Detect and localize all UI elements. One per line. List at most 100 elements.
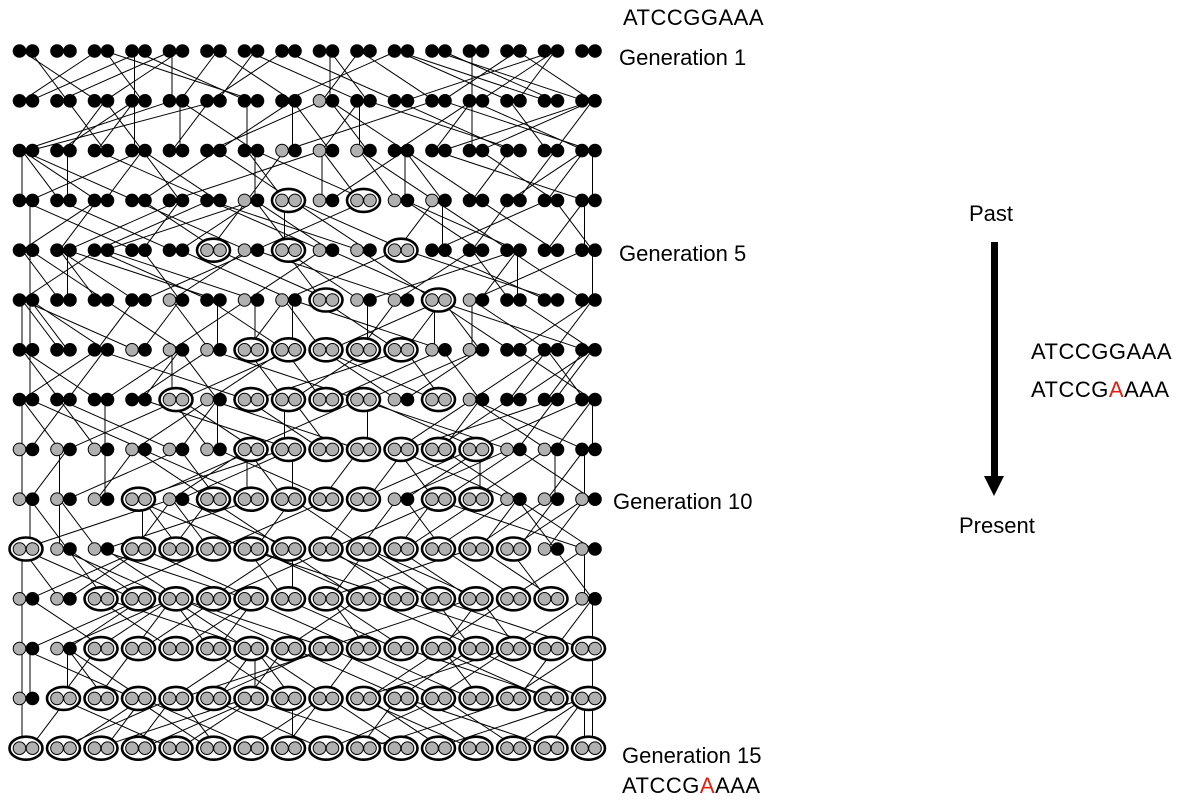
mutant-allele [500,741,514,756]
mutant-allele [288,691,302,706]
lineage-edge [67,100,106,151]
individual-g8-9 [308,386,344,413]
wildtype-allele [588,392,602,407]
lineage-edge [554,399,593,450]
present-sequence-prefix: ATCCG [622,773,700,798]
lineage-edge [554,548,593,600]
wildtype-allele [500,392,514,407]
individual-g1-9 [312,44,340,58]
mutant-allele [387,293,402,307]
individual-g1-15 [537,44,565,58]
wildtype-allele [550,243,565,257]
lineage-edge [21,299,135,351]
wildtype-allele [175,492,190,507]
individual-g5-2 [50,243,77,257]
lineage-edge [517,349,593,401]
individual-g3-3 [87,143,115,158]
individual-g9-7 [233,436,269,463]
individual-g13-8 [270,635,307,662]
mutant-allele [325,293,340,307]
individual-g13-4 [120,635,157,662]
wildtype-allele [475,343,490,357]
wildtype-allele [425,44,439,58]
individual-g5-16 [575,243,602,257]
wildtype-allele [175,94,190,108]
mutant-allele [475,641,490,656]
wildtype-allele [588,343,602,357]
mutant-allele [350,691,364,706]
mutant-allele [275,243,289,257]
mutant-allele [288,442,302,457]
lineage-edge [171,150,323,201]
mutant-allele [438,741,452,756]
mutant-allele [363,392,377,407]
wildtype-allele [513,343,527,357]
mutant-allele [63,691,77,706]
individual-g14-14 [495,685,532,712]
mutant-allele [462,343,477,357]
individual-g2-8 [275,94,302,108]
lineage-edge [21,648,135,699]
lineage-edge [171,299,248,351]
wildtype-allele [537,193,552,208]
mutant-allele [312,343,327,357]
wildtype-allele [288,44,302,58]
wildtype-allele [475,392,490,407]
individual-g7-1 [12,343,40,357]
wildtype-allele [12,243,27,257]
lineage-edge [104,299,181,351]
mutant-allele [363,492,377,507]
wildtype-allele [12,293,27,307]
lineage-edge [442,50,518,102]
wildtype-allele [588,44,602,58]
lineage-edge [509,249,585,301]
lineage-edge [471,399,585,450]
wildtype-allele [125,44,139,58]
individual-g5-3 [87,243,115,257]
lineage-edge [329,349,443,401]
mutant-allele [575,592,589,606]
individual-g10-3 [87,492,115,507]
individual-g8-1 [12,392,40,407]
mutant-allele [363,691,377,706]
lineage-edge [396,448,510,500]
lineage-edge [479,249,518,301]
individual-g1-16 [575,44,602,58]
lineage-edge [292,648,406,699]
wildtype-allele [400,492,415,507]
individual-g2-13 [462,94,490,108]
individual-g11-15 [537,542,565,556]
mutant-allele [500,691,514,706]
individual-g13-5 [158,635,194,662]
individual-g1-10 [350,44,377,58]
lineage-edge [404,150,443,201]
mutant-allele [162,442,177,457]
mutant-allele [537,542,552,556]
wildtype-allele [50,44,64,58]
wildtype-allele [513,94,527,108]
lineage-edge [96,100,135,151]
individual-g3-2 [50,143,77,158]
mutant-allele [312,741,327,756]
generation-10-label: Generation 10 [613,489,753,514]
wildtype-allele [400,44,415,58]
wildtype-allele [500,143,514,158]
mutant-allele [50,741,64,756]
individual-g10-15 [537,492,565,507]
wildtype-allele [87,193,102,208]
wildtype-allele [125,143,139,158]
lineage-edge [404,150,481,201]
lineage-edge [479,150,556,201]
wildtype-allele [213,343,227,357]
mutant-allele [87,492,102,507]
comparison-sequence-mutation: A [1108,377,1125,402]
lineage-edge [546,200,585,251]
wildtype-allele [63,392,77,407]
mutant-allele [387,343,402,357]
wildtype-allele [25,44,40,58]
lineage-edge [179,100,256,152]
lineage-edge [329,249,443,301]
mutant-allele [175,592,190,606]
individual-g8-12 [420,386,457,413]
